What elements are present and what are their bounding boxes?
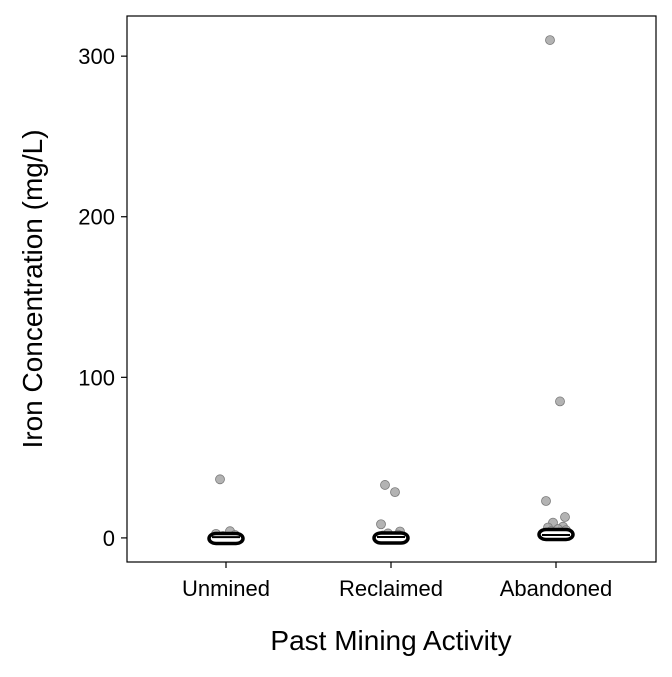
panel-border [126, 15, 657, 563]
outlier-point [380, 480, 390, 490]
outlier-point [545, 35, 555, 45]
y-tick-label: 300 [78, 44, 115, 69]
outlier-point [541, 496, 551, 506]
x-tick-label: Abandoned [500, 576, 613, 601]
y-axis: 0 100 200 300 [78, 44, 127, 551]
x-tick-label: Reclaimed [339, 576, 443, 601]
y-tick-label: 0 [103, 526, 115, 551]
x-tick-label: Unmined [182, 576, 270, 601]
x-axis-title: Past Mining Activity [270, 625, 511, 656]
plot-marks [207, 35, 575, 546]
outlier-point [215, 474, 225, 485]
outlier-point [560, 512, 570, 522]
outlier-point [376, 519, 386, 530]
outlier-point [390, 487, 400, 498]
box [207, 531, 245, 546]
y-axis-title: Iron Concentration (mg/L) [17, 129, 48, 448]
x-axis: Unmined Reclaimed Abandoned [182, 562, 612, 601]
y-tick-label: 100 [78, 365, 115, 390]
outlier-point [555, 396, 565, 407]
box [372, 531, 410, 545]
y-tick-label: 200 [78, 205, 115, 230]
